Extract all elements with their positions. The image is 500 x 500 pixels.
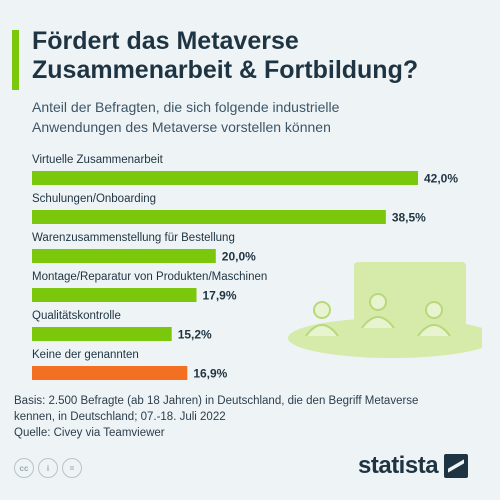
bar-value-label: 17,9% [203, 289, 237, 303]
person-body-icon [417, 324, 451, 337]
source-line: Quelle: Civey via Teamviewer [14, 427, 165, 439]
bar-value-label: 15,2% [178, 328, 212, 342]
logo-mark-icon [444, 454, 469, 478]
bar [32, 210, 386, 224]
chart-title-line-1: Fördert das Metaverse [32, 27, 299, 55]
bar [32, 366, 188, 380]
bar-category-label: Qualitätskontrolle [32, 310, 121, 322]
basis-line-1: Basis: 2.500 Befragte (ab 18 Jahren) in … [14, 395, 419, 407]
cc-icon[interactable]: cc [14, 458, 34, 478]
chart-subtitle: Anteil der Befragten, die sich folgende … [32, 97, 492, 137]
person-body-icon [305, 324, 339, 337]
bar-category-label: Warenzusammenstellung für Bestellung [32, 232, 235, 244]
bar [32, 171, 418, 185]
basis-line-2: kennen, in Deutschland; 07.-18. Juli 202… [14, 411, 226, 423]
bar-category-label: Keine der genannten [32, 349, 139, 361]
bar-value-label: 42,0% [424, 172, 458, 186]
bar-value-label: 16,9% [193, 367, 227, 381]
person-head-icon [369, 293, 387, 311]
license-icons: cc i = [14, 458, 82, 478]
person-head-icon [313, 301, 331, 319]
screen-shape [354, 262, 466, 326]
statista-logo[interactable]: statista [358, 452, 469, 480]
chart-title-line-2: Zusammenarbeit & Fortbildung? [32, 56, 419, 84]
logo-text: statista [358, 452, 439, 479]
bar-category-label: Virtuelle Zusammenarbeit [32, 154, 164, 166]
person-head-icon [425, 301, 443, 319]
meeting-illustration [288, 262, 482, 358]
by-icon[interactable]: i [38, 458, 58, 478]
bar [32, 249, 216, 263]
bar [32, 327, 172, 341]
chart-subtitle-line-1: Anteil der Befragten, die sich folgende … [32, 99, 340, 115]
bar-value-label: 38,5% [392, 211, 426, 225]
nd-icon[interactable]: = [62, 458, 82, 478]
chart-title: Fördert das Metaverse Zusammenarbeit & F… [32, 27, 492, 85]
chart-subtitle-line-2: Anwendungen des Metaverse vorstellen kön… [32, 119, 331, 135]
title-accent-bar [12, 30, 19, 90]
bar-chart: Virtuelle Zusammenarbeit 42,0% Schulungen/… [32, 154, 458, 381]
bar-category-label: Montage/Reparatur von Produkten/Maschine… [32, 271, 267, 283]
source-note: Basis: 2.500 Befragte (ab 18 Jahren) in … [14, 393, 489, 441]
person-body-icon [361, 316, 395, 329]
bar-value-label: 20,0% [222, 250, 256, 264]
bar [32, 288, 197, 302]
bar-category-label: Schulungen/Onboarding [32, 193, 156, 205]
